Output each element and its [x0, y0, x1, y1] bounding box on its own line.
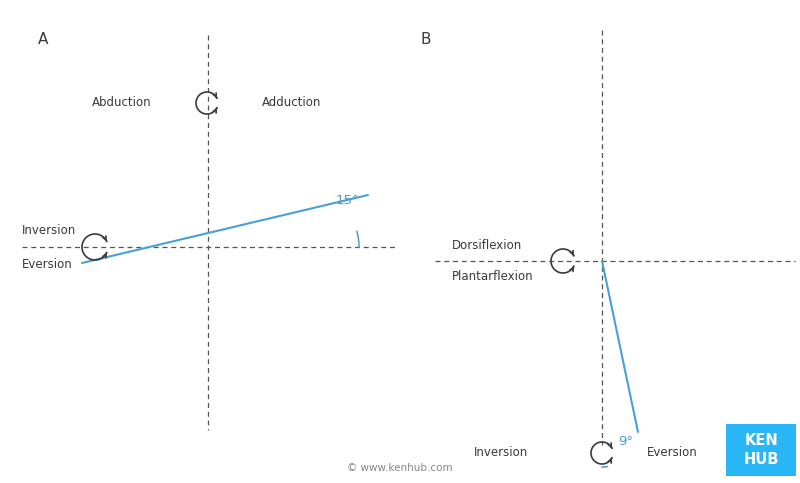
Text: KEN
HUB: KEN HUB — [743, 433, 778, 467]
Bar — [726, 424, 796, 476]
Text: Abduction: Abduction — [92, 97, 152, 110]
Text: Dorsiflexion: Dorsiflexion — [452, 239, 522, 252]
Text: Eversion: Eversion — [647, 446, 698, 459]
Text: Eversion: Eversion — [22, 258, 73, 271]
Text: A: A — [38, 32, 48, 47]
Text: Inversion: Inversion — [22, 224, 76, 237]
Text: Adduction: Adduction — [262, 97, 322, 110]
Text: © www.kenhub.com: © www.kenhub.com — [347, 463, 453, 473]
Text: 9°: 9° — [618, 435, 633, 448]
Text: Inversion: Inversion — [474, 446, 528, 459]
Text: B: B — [420, 32, 430, 47]
Text: 15°: 15° — [336, 194, 360, 207]
Text: Plantarflexion: Plantarflexion — [452, 270, 534, 283]
